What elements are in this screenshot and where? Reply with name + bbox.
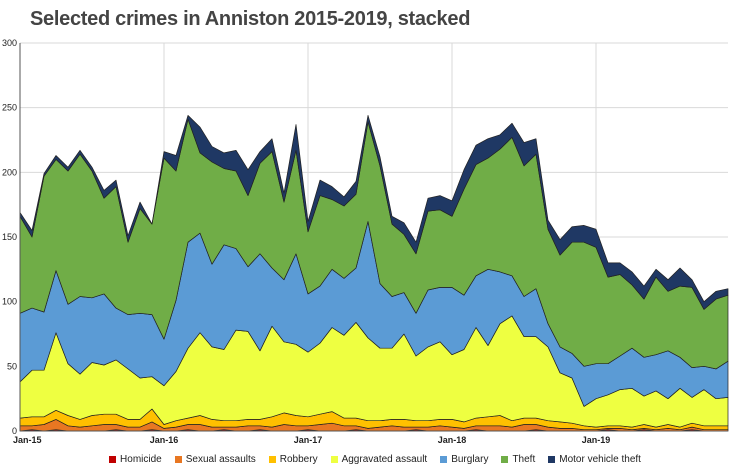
legend-label-robbery: Robbery xyxy=(279,454,318,465)
legend-label-homicide: Homicide xyxy=(120,454,162,465)
x-tick-label-3: Jan-18 xyxy=(438,435,467,445)
y-tick-label-5: 250 xyxy=(2,103,17,113)
y-tick-label-2: 100 xyxy=(2,297,17,307)
legend-label-motor-vehicle-theft: Motor vehicle theft xyxy=(559,454,641,465)
chart-title: Selected crimes in Anniston 2015-2019, s… xyxy=(30,8,471,30)
x-tick-label-0: Jan-15 xyxy=(13,435,42,445)
legend-swatch-aggravated-assault xyxy=(330,456,338,463)
legend-swatch-homicide xyxy=(109,456,117,463)
y-tick-label-4: 200 xyxy=(2,167,17,177)
legend-label-sexual-assaults: Sexual assaults xyxy=(185,454,256,465)
legend-swatch-theft xyxy=(501,456,509,463)
legend-item-sexual-assaults: Sexual assaults xyxy=(174,454,256,465)
x-tick-label-1: Jan-16 xyxy=(150,435,179,445)
legend-item-motor-vehicle-theft: Motor vehicle theft xyxy=(548,454,641,465)
legend-swatch-motor-vehicle-theft xyxy=(548,456,556,463)
y-tick-label-1: 50 xyxy=(7,361,17,371)
axis-layer: 0 50 100 150 200 250 300 Jan-15 Jan-16 Jan-17 Jan-… xyxy=(2,38,728,445)
legend-item-theft: Theft xyxy=(501,454,535,465)
area-series-motor-vehicle-theft xyxy=(19,115,729,310)
y-tick-label-6: 300 xyxy=(2,38,17,48)
legend: Homicide Sexual assaults Robbery Aggravated… xyxy=(0,454,750,465)
legend-swatch-sexual-assaults xyxy=(174,456,182,463)
area-layer xyxy=(19,115,729,432)
legend-item-homicide: Homicide xyxy=(109,454,162,465)
legend-label-theft: Theft xyxy=(512,454,536,465)
y-tick-label-0: 0 xyxy=(12,426,17,436)
x-tick-label-4: Jan-19 xyxy=(582,435,611,445)
legend-label-aggravated-assault: Aggravated assault xyxy=(341,454,428,465)
legend-item-aggravated-assault: Aggravated assault xyxy=(330,454,428,465)
legend-swatch-burglary xyxy=(440,456,448,463)
legend-item-robbery: Robbery xyxy=(268,454,318,465)
legend-item-burglary: Burglary xyxy=(440,454,488,465)
x-tick-label-2: Jan-17 xyxy=(294,435,323,445)
legend-label-burglary: Burglary xyxy=(451,454,489,465)
legend-swatch-robbery xyxy=(268,456,276,463)
y-tick-label-3: 150 xyxy=(2,232,17,242)
